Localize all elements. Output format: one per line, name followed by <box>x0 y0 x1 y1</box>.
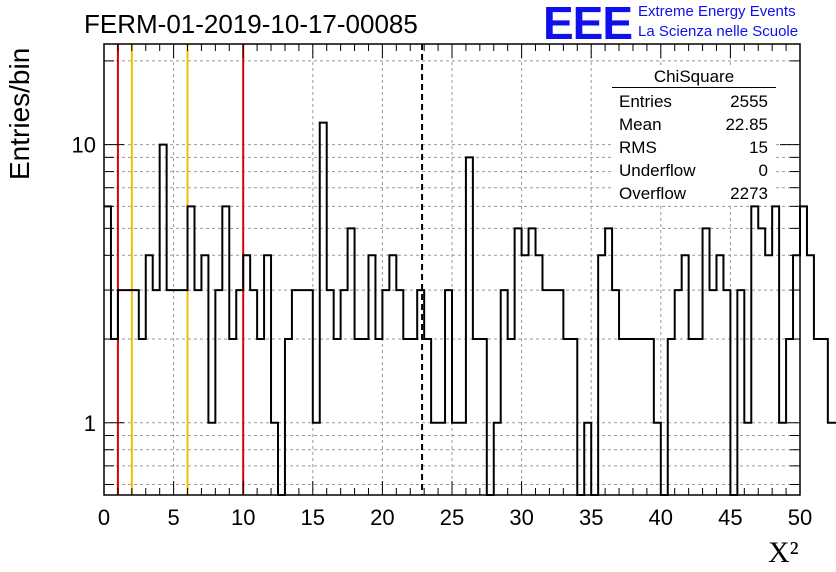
stats-box: ChiSquare Entries 2555 Mean 22.85 RMS 15… <box>612 66 776 205</box>
x-tick-label: 10 <box>231 505 255 530</box>
stats-row-entries: Entries 2555 <box>612 90 776 113</box>
stats-value: 22.85 <box>725 115 768 134</box>
x-tick-label: 45 <box>718 505 742 530</box>
stats-row-rms: RMS 15 <box>612 136 776 159</box>
eee-logo: EEE <box>543 0 633 49</box>
y-axis-ticks: 1 10 <box>72 60 800 485</box>
stats-label: Entries <box>619 92 672 111</box>
eee-tagline-2: La Scienza nelle Scuole <box>638 23 799 40</box>
x-tick-label: 15 <box>301 505 325 530</box>
stats-row-overflow: Overflow 2273 <box>612 182 776 205</box>
chart-title: FERM-01-2019-10-17-00085 <box>84 9 418 39</box>
stats-value: 2555 <box>730 92 768 111</box>
eee-tagline-1: Extreme Energy Events <box>638 3 796 20</box>
stats-row-mean: Mean 22.85 <box>612 113 776 136</box>
x-axis-label: X² <box>768 536 799 570</box>
x-tick-label: 30 <box>509 505 533 530</box>
stats-label: Mean <box>619 115 662 134</box>
x-tick-label: 0 <box>98 505 110 530</box>
y-axis-label: Entries/bin <box>4 47 35 180</box>
x-tick-label: 20 <box>370 505 394 530</box>
y-tick-label: 1 <box>84 411 96 436</box>
x-tick-label: 25 <box>440 505 464 530</box>
histogram-outline <box>104 121 836 496</box>
stats-value: 2273 <box>730 184 768 203</box>
x-tick-label: 40 <box>649 505 673 530</box>
stats-title: ChiSquare <box>612 66 776 88</box>
stats-value: 0 <box>758 161 768 180</box>
reference-lines <box>116 44 424 495</box>
x-axis-label-text: X² <box>768 536 799 569</box>
stats-label: Overflow <box>619 184 687 203</box>
x-axis-ticks: 0 5 10 15 20 25 30 35 40 45 50 <box>98 44 812 530</box>
y-tick-label: 10 <box>72 133 96 158</box>
x-tick-label: 50 <box>788 505 812 530</box>
stats-value: 15 <box>749 138 768 157</box>
stats-row-underflow: Underflow 0 <box>612 159 776 182</box>
x-tick-label: 35 <box>579 505 603 530</box>
stats-label: Underflow <box>619 161 696 180</box>
x-tick-label: 5 <box>167 505 179 530</box>
stats-label: RMS <box>619 138 657 157</box>
